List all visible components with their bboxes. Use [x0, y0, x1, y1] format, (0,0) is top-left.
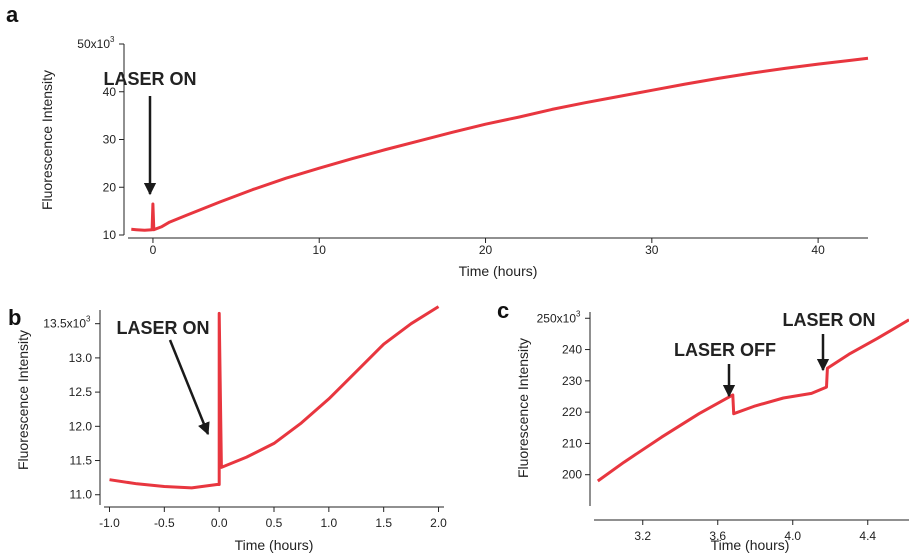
y-tick-label: 11.0 — [70, 488, 93, 502]
panel-label-b: b — [8, 305, 21, 330]
panel-c: 200 210 220 230 240 250x10 3 3.2 3.6 4.0 4.4 Time (… — [515, 309, 909, 553]
y-axis-label: Fluorescence Intensity — [515, 338, 531, 478]
x-tick-label: -0.5 — [154, 516, 175, 530]
series-line — [109, 305, 440, 490]
panel-label-a: a — [6, 2, 19, 27]
y-tick-label: 20 — [103, 180, 117, 194]
y-tick-label: 240 — [562, 343, 582, 357]
series-line — [596, 318, 909, 483]
x-tick-label: -1.0 — [99, 516, 120, 530]
x-tick-label: 0.5 — [266, 516, 283, 530]
y-tick-label: 12.0 — [69, 419, 93, 433]
x-tick-label: 1.0 — [320, 516, 337, 530]
annotation-label: LASER ON — [103, 69, 196, 89]
x-axis-label: Time (hours) — [235, 537, 314, 553]
x-tick-label: 30 — [645, 243, 659, 257]
x-tick-label: 3.2 — [634, 529, 651, 543]
x-axis-label: Time (hours) — [459, 263, 538, 279]
x-tick-label: 0.0 — [211, 516, 228, 530]
y-axis-label: Fluorescence Intensity — [15, 330, 31, 470]
x-axis-label: Time (hours) — [711, 537, 790, 553]
y-tick-label: 230 — [562, 374, 582, 388]
y-tick-label: 11.5 — [70, 454, 93, 468]
annotation-label: LASER ON — [782, 310, 875, 330]
y-tick-label: 12.5 — [69, 385, 93, 399]
x-tick-label: 40 — [811, 243, 825, 257]
panel-label-c: c — [497, 298, 509, 323]
x-tick-label: 4.4 — [859, 529, 876, 543]
y-tick-label: 13.5x10 — [43, 317, 86, 331]
annotation-label: LASER OFF — [674, 340, 776, 360]
y-tick-label: 40 — [103, 85, 117, 99]
y-tick-label: 10 — [103, 228, 117, 242]
y-tick-label: 13.0 — [69, 351, 93, 365]
y-exponent: 3 — [110, 35, 115, 44]
y-tick-label: 210 — [562, 436, 582, 450]
y-axis-label: Fluorescence Intensity — [39, 70, 55, 210]
series-line — [131, 56, 869, 232]
panel-b: 11.0 11.5 12.0 12.5 13.0 13.5x10 3 -1.0 -0.5 0.0 0… — [15, 305, 447, 553]
x-tick-label: 3.6 — [709, 529, 726, 543]
y-tick-label: 200 — [562, 468, 582, 482]
annotation-label: LASER ON — [116, 318, 209, 338]
y-tick-label: 250x10 — [537, 311, 577, 325]
y-exponent: 3 — [576, 309, 581, 318]
y-tick-label: 50x10 — [77, 37, 110, 51]
x-tick-label: 20 — [479, 243, 493, 257]
y-tick-label: 30 — [103, 133, 117, 147]
x-tick-label: 10 — [313, 243, 327, 257]
x-tick-label: 2.0 — [430, 516, 447, 530]
y-tick-label: 220 — [562, 405, 582, 419]
x-tick-label: 0 — [150, 243, 157, 257]
x-tick-label: 4.0 — [784, 529, 801, 543]
x-tick-label: 1.5 — [375, 516, 392, 530]
annotation-arrow — [168, 339, 210, 436]
y-exponent: 3 — [86, 315, 91, 324]
